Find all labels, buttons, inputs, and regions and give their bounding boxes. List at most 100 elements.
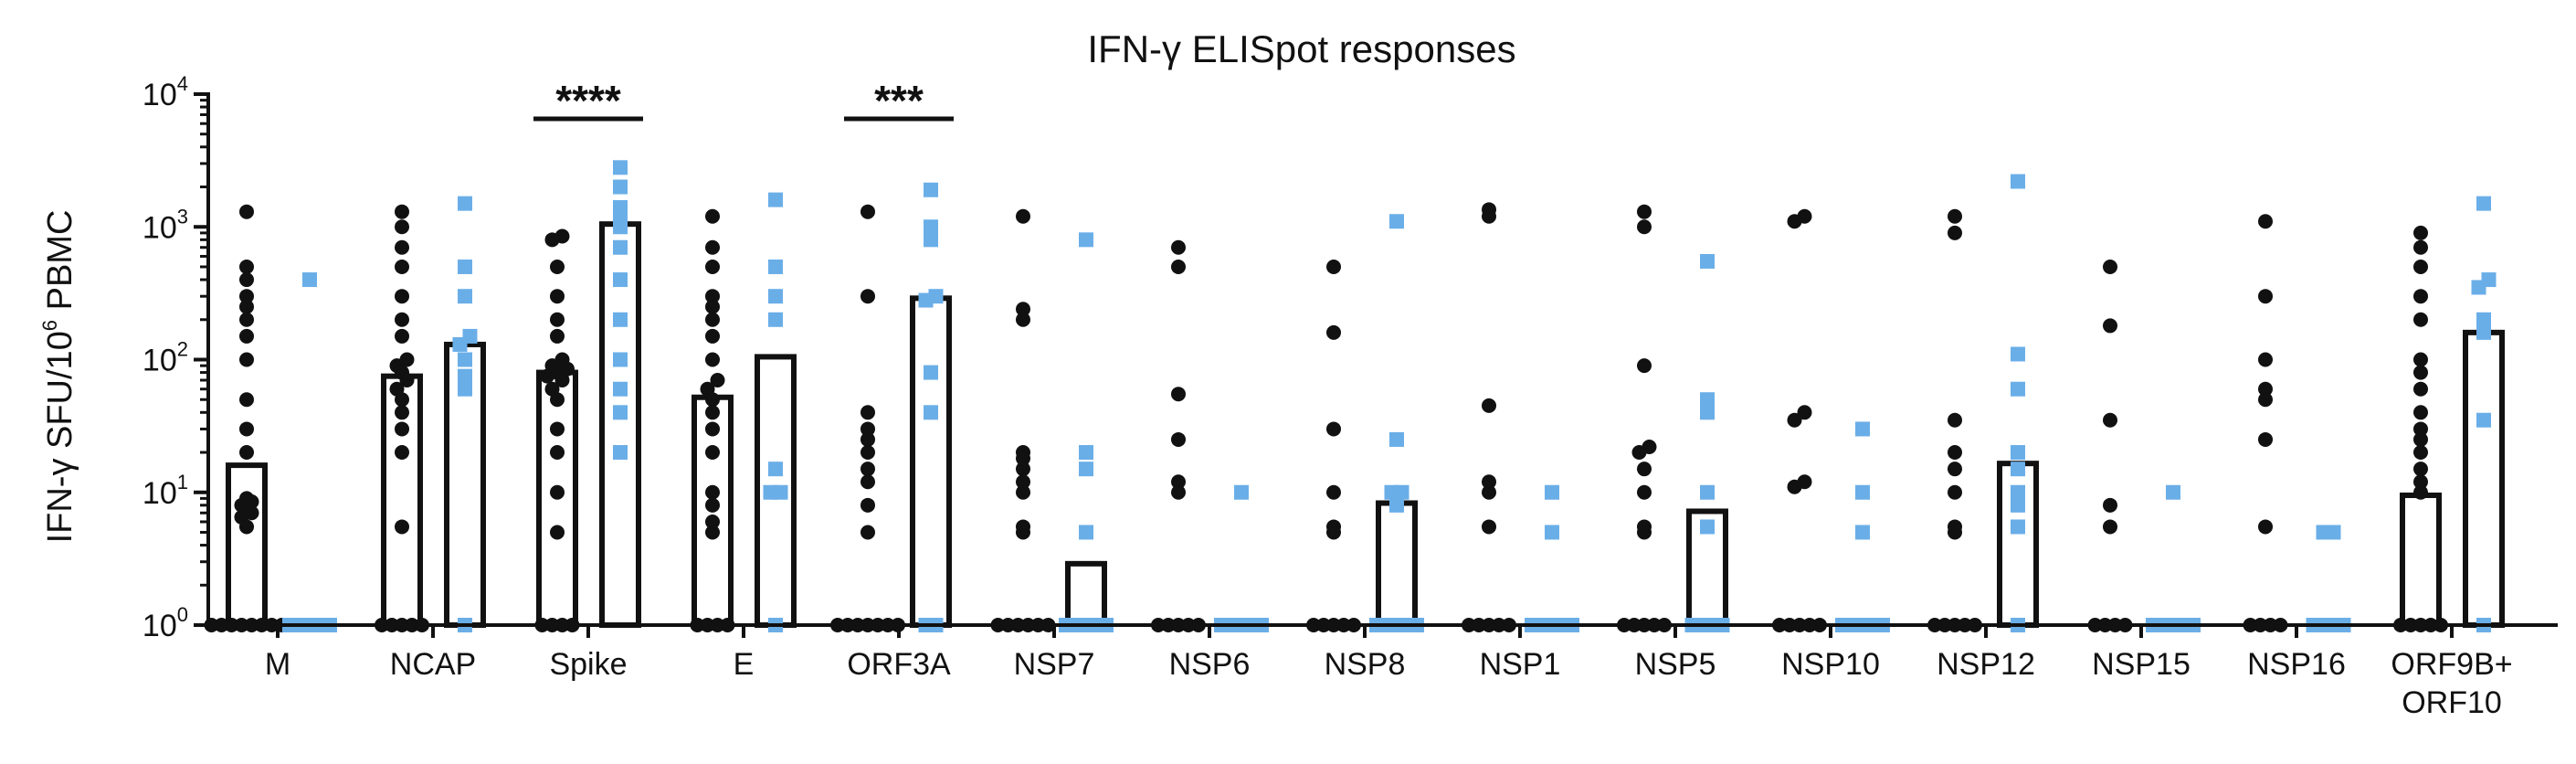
- point-2-3: [613, 219, 628, 235]
- point-1-10: [1637, 525, 1652, 540]
- point-2-1: [302, 272, 317, 288]
- x-tick-label: NCAP: [390, 647, 476, 682]
- point-2-10: [1700, 519, 1715, 535]
- point-1-4: [705, 328, 720, 344]
- point-1-10: [1637, 358, 1652, 374]
- point-2-10: [1700, 392, 1715, 408]
- y-axis-label-suffix: PBMC: [41, 210, 79, 320]
- point-2-3: [613, 381, 628, 397]
- point-1-4: [705, 497, 720, 513]
- point-2-15: [2476, 412, 2491, 428]
- point-1-11: [1787, 412, 1802, 428]
- x-tick-label: NSP6: [1169, 647, 1251, 682]
- point-1-15: [2413, 365, 2428, 380]
- point-1-2: [395, 445, 409, 461]
- point-1-7: [1171, 474, 1186, 490]
- point-1-15: [2413, 421, 2428, 437]
- point-1-4: [705, 525, 720, 540]
- point-1-11: [1797, 474, 1812, 490]
- point-2-11: [1855, 484, 1870, 500]
- point-1-12: [1948, 445, 1962, 461]
- point-2-2: [458, 196, 472, 211]
- point-1-5: [860, 445, 875, 461]
- point-2-10: [1700, 253, 1715, 269]
- point-2-12: [2011, 519, 2025, 535]
- point-1-9: [1482, 519, 1496, 535]
- y-tick-label-base: 10: [143, 210, 177, 245]
- point-2-13: [2166, 484, 2180, 500]
- point-2-10: [1700, 405, 1715, 420]
- point-1-7: [1171, 387, 1186, 402]
- point-1-2: [395, 259, 409, 274]
- y-tick-label: 103: [143, 205, 188, 245]
- point-1-2: [395, 312, 409, 327]
- point-2-11: [1855, 525, 1870, 540]
- point-1-2: [395, 239, 409, 255]
- point-2-6: [1079, 462, 1093, 477]
- point-1-9: [1482, 474, 1496, 490]
- point-1-4: [705, 392, 720, 408]
- point-1-1: [239, 299, 254, 314]
- point-1-10: [1637, 462, 1652, 477]
- x-tick-label: NSP7: [1014, 647, 1095, 682]
- y-tick-label-base: 10: [143, 344, 177, 378]
- point-1-3: [550, 525, 565, 540]
- point-2-4: [768, 289, 783, 304]
- point-1-3: [550, 445, 565, 461]
- point-1-9: [1482, 484, 1496, 500]
- point-1-3: [554, 372, 570, 387]
- point-1-15: [2413, 239, 2428, 255]
- point-1-3: [554, 228, 570, 244]
- point-2-5: [924, 219, 938, 235]
- point-1-12: [1948, 208, 1962, 224]
- point-1-5: [860, 204, 875, 219]
- x-tick-label: ORF3A: [847, 647, 951, 682]
- point-2-3: [613, 272, 628, 288]
- point-1-6: [1016, 312, 1030, 327]
- point-1-14: [2258, 289, 2273, 304]
- point-1-2: [395, 289, 409, 304]
- x-tick-label-line: NSP16: [2247, 647, 2346, 682]
- point-1-4: [705, 421, 720, 437]
- point-2-4: [773, 484, 788, 500]
- point-1-4: [705, 259, 720, 274]
- point-1-4: [705, 299, 720, 314]
- point-2-8: [1389, 214, 1404, 229]
- x-tick-label-line: NSP6: [1169, 647, 1251, 682]
- point-1-1: [239, 312, 254, 327]
- point-2-12: [2011, 484, 2025, 500]
- point-1-15: [2413, 259, 2428, 274]
- x-tick-label-line: E: [734, 647, 755, 682]
- bar-1-15: [2400, 492, 2442, 629]
- point-1-7: [1171, 239, 1186, 255]
- x-tick-label: NSP8: [1325, 647, 1406, 682]
- point-1-1: [239, 204, 254, 219]
- point-2-9: [1545, 525, 1559, 540]
- x-tick-label-line: NCAP: [390, 647, 476, 682]
- point-1-15: [2413, 474, 2428, 490]
- point-1-4: [705, 405, 720, 420]
- point-2-10: [1700, 484, 1715, 500]
- y-tick-label: 102: [143, 338, 188, 378]
- point-1-1: [239, 259, 254, 274]
- x-tick-label: NSP16: [2247, 647, 2346, 682]
- x-tick-label-line: NSP12: [1937, 647, 2035, 682]
- point-1-7: [1171, 259, 1186, 274]
- point-1-15: [2413, 225, 2428, 240]
- point-1-13: [2103, 519, 2117, 535]
- point-2-6: [1079, 232, 1093, 248]
- x-tick-label-line: Spike: [549, 647, 627, 682]
- y-tick-label: 100: [143, 603, 188, 643]
- point-2-3: [613, 312, 628, 327]
- point-2-12: [2011, 381, 2025, 397]
- point-1-6: [1016, 525, 1030, 540]
- point-1-5: [860, 525, 875, 540]
- point-2-12: [2011, 445, 2025, 461]
- point-1-4: [705, 514, 720, 529]
- point-1-4: [705, 289, 720, 304]
- point-1-4: [705, 352, 720, 367]
- point-1-2: [395, 519, 409, 535]
- point-2-3: [613, 445, 628, 461]
- point-1-14: [2258, 352, 2273, 367]
